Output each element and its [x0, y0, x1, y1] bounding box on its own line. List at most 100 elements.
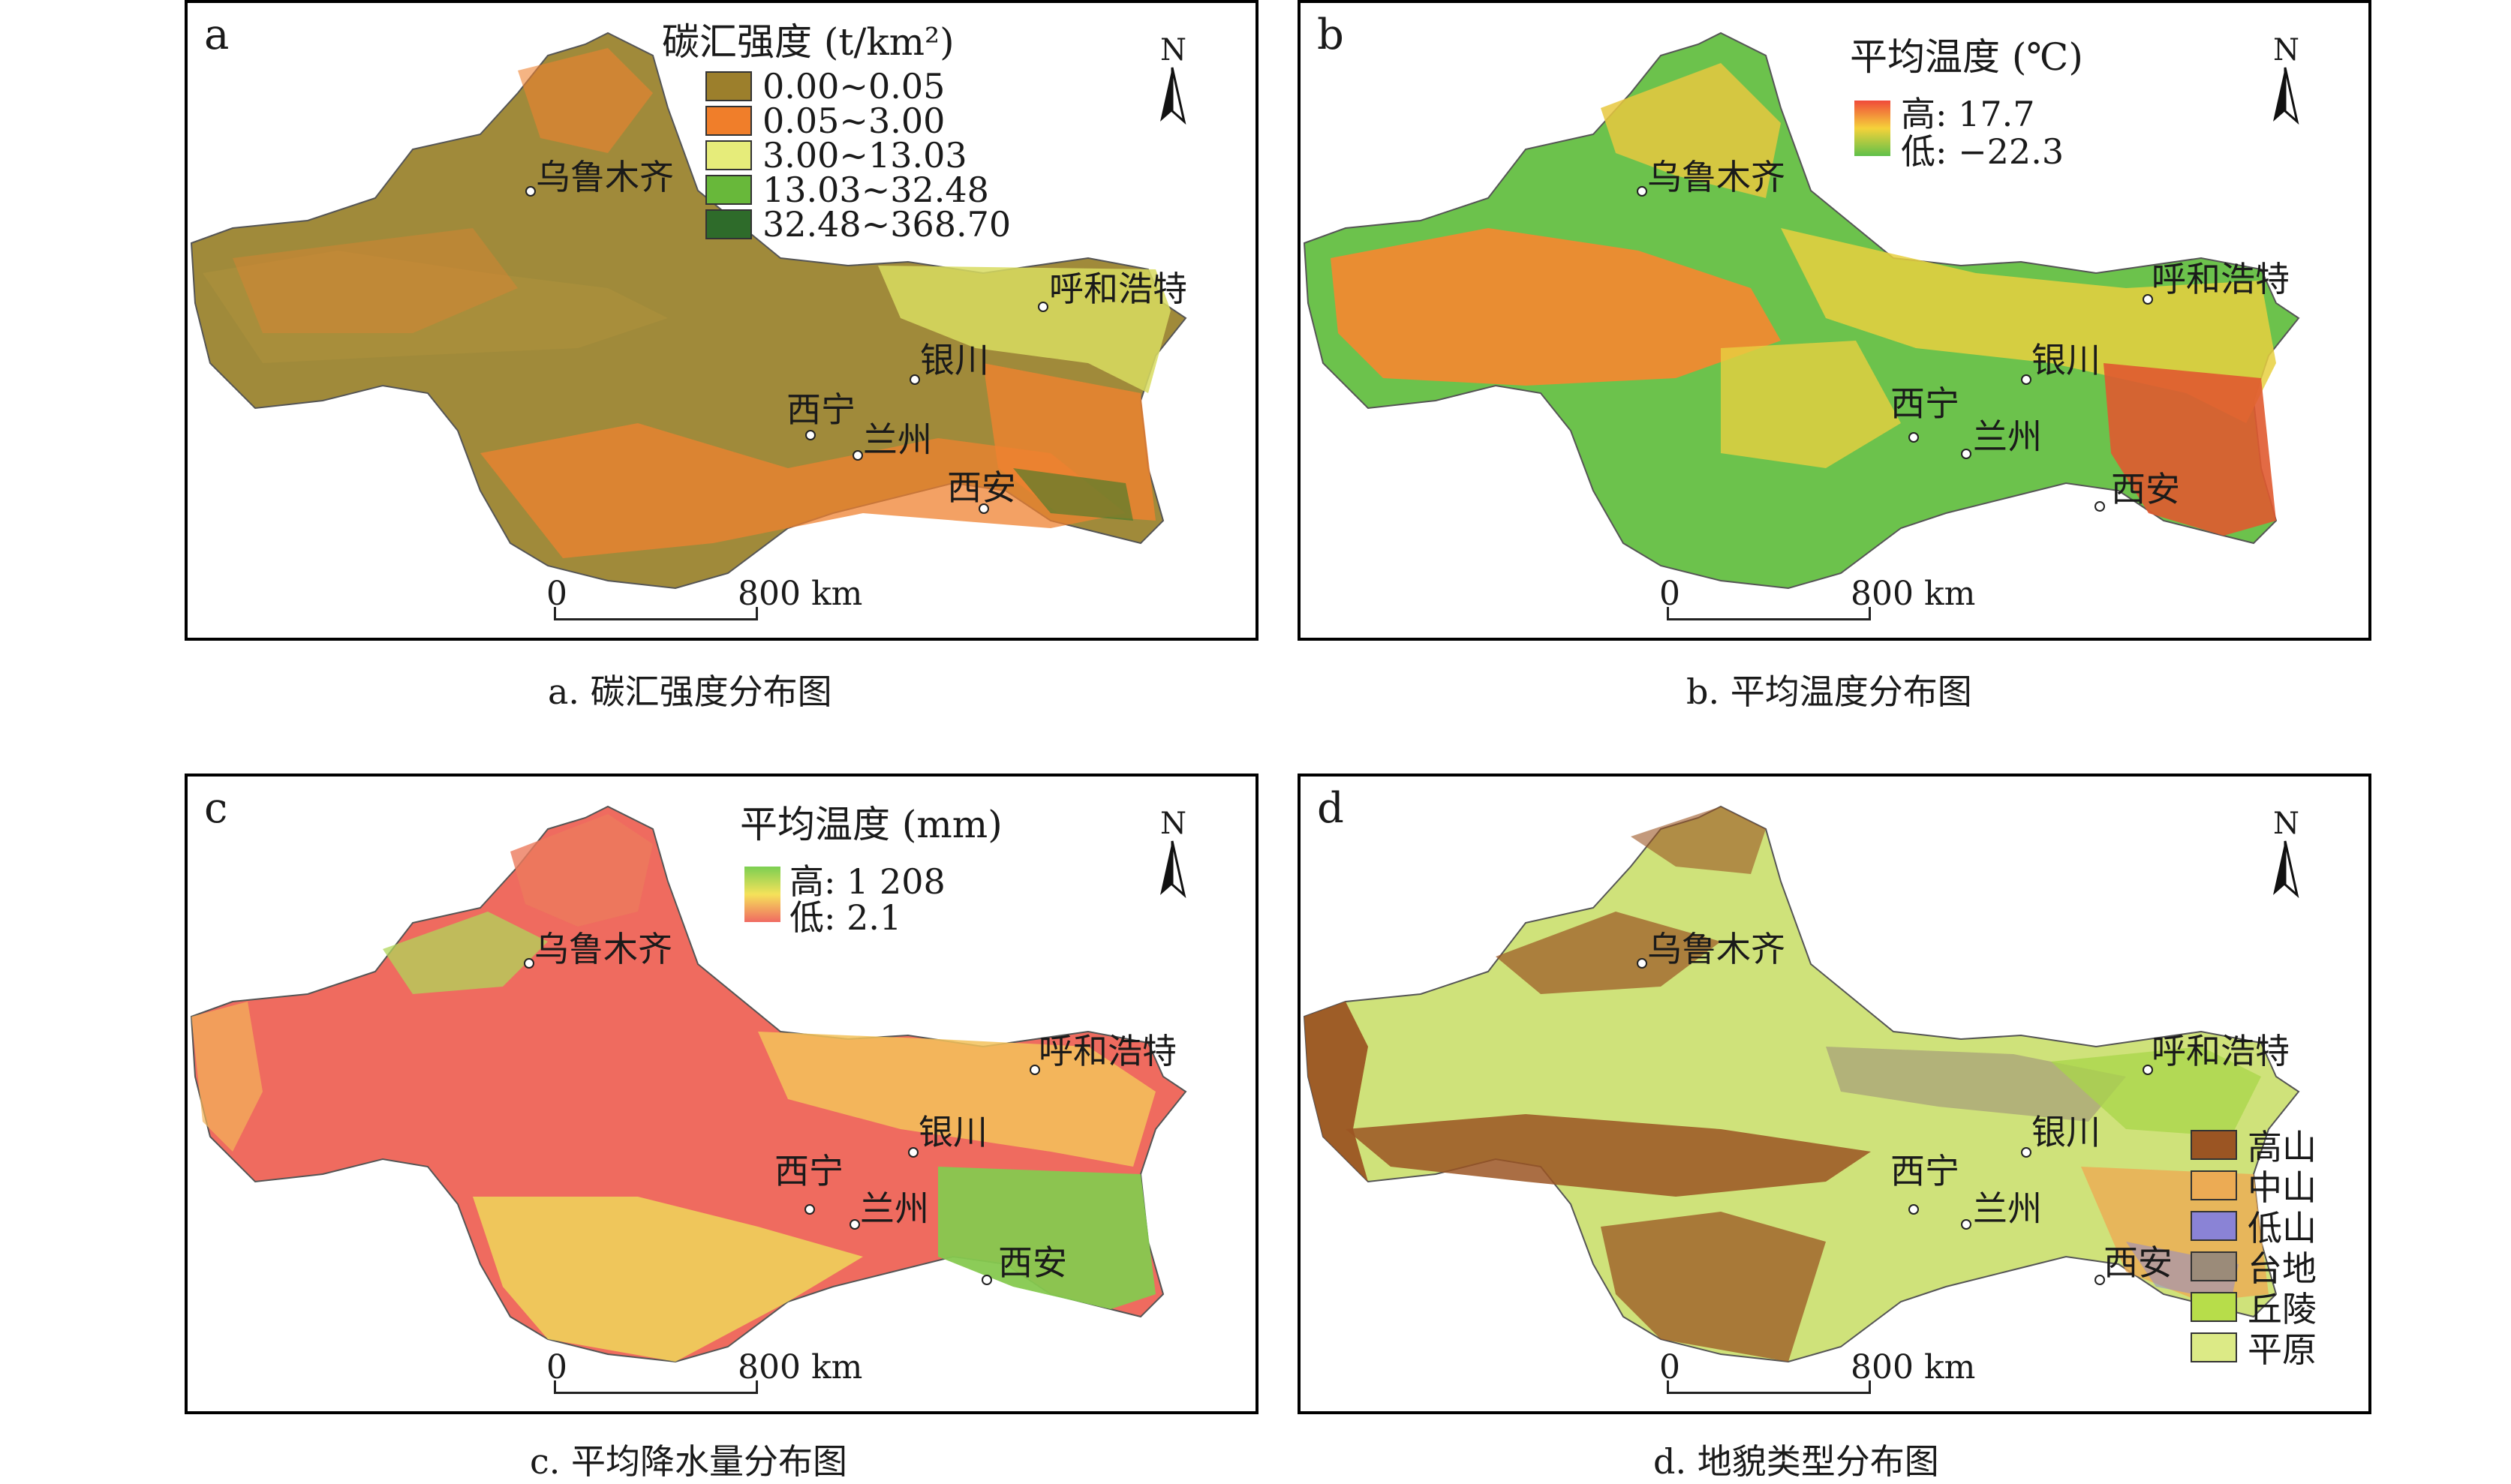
north-arrow: N	[2263, 33, 2308, 131]
city-label-lanzhou: 兰州	[863, 419, 932, 460]
region-shade-d4	[1631, 807, 1766, 874]
city-label-xian: 西安	[947, 467, 1016, 508]
city-marker-lanzhou	[1961, 449, 1971, 459]
legend-swatch	[705, 175, 752, 205]
city-label-lanzhou: 兰州	[1973, 416, 2042, 457]
legend-item: 台地	[2191, 1248, 2317, 1289]
legend-title: 碳汇强度 (t/km²)	[662, 20, 955, 64]
north-arrow-icon	[2273, 840, 2299, 899]
legend-label: 32.48~368.70	[762, 204, 1012, 245]
north-arrow: N	[2263, 807, 2308, 904]
legend-gradient	[744, 867, 780, 922]
scale-distance: 800 km	[738, 1348, 863, 1386]
legend-item: 中山	[2191, 1167, 2317, 1208]
scale-tick	[756, 607, 758, 620]
city-marker-hohhot	[1038, 302, 1048, 312]
city-marker-yinchuan	[910, 374, 920, 385]
region-shade-d6	[1826, 1047, 2126, 1122]
map-a	[190, 32, 1187, 590]
region-shade-a4	[878, 266, 1171, 393]
scale-line	[554, 1392, 758, 1394]
city-label-hohhot: 呼和浩特	[1049, 269, 1187, 309]
city-label-urumqi: 乌鲁木齐	[534, 929, 672, 969]
city-marker-xian	[982, 1275, 992, 1285]
scale-tick	[1869, 1380, 1871, 1394]
scale-line	[1667, 1392, 1871, 1394]
panel-letter: a	[204, 11, 230, 59]
legend-swatch	[705, 209, 752, 239]
scale-bar: 0 800 km	[546, 575, 862, 635]
city-marker-urumqi	[1637, 186, 1647, 197]
legend-swatch	[705, 140, 752, 170]
city-marker-xian	[979, 503, 989, 514]
legend-label: 低山	[2248, 1208, 2317, 1248]
city-label-yinchuan: 银川	[920, 340, 989, 380]
caption-b: b. 平均温度分布图	[1686, 671, 1972, 712]
region-shade-c1	[510, 814, 653, 927]
region-shade-c5	[938, 1167, 1156, 1309]
north-arrow: N	[1150, 807, 1195, 904]
city-label-xining: 西宁	[1890, 383, 1959, 424]
scale-zero: 0	[1659, 575, 1680, 613]
region-shade-a1	[203, 251, 668, 363]
panel-letter: d	[1317, 784, 1344, 833]
legend-item: 13.03~32.48	[705, 170, 989, 210]
city-marker-hohhot	[2143, 1065, 2153, 1075]
city-marker-xining	[1908, 432, 1919, 443]
caption-a: a. 碳汇强度分布图	[548, 671, 832, 712]
city-label-urumqi: 乌鲁木齐	[1647, 157, 1785, 197]
city-marker-urumqi	[524, 958, 534, 969]
legend-low-label: 低: −22.3	[1901, 131, 2064, 172]
legend-swatch	[2191, 1170, 2237, 1200]
scale-zero: 0	[1659, 1348, 1680, 1386]
scale-distance: 800 km	[1851, 1348, 1976, 1386]
city-label-xian: 西安	[2104, 1242, 2173, 1283]
legend-item: 低山	[2191, 1208, 2317, 1248]
region-shade-c4	[758, 1032, 1156, 1167]
region-shade-a2	[233, 228, 518, 333]
north-label: N	[2273, 807, 2299, 841]
city-label-hohhot: 呼和浩特	[2152, 259, 2290, 299]
legend-swatch	[705, 106, 752, 136]
scale-line	[1667, 618, 1871, 620]
city-marker-yinchuan	[2021, 1147, 2031, 1158]
legend-label: 0.00~0.05	[762, 66, 946, 107]
panel-letter: c	[204, 784, 228, 833]
city-label-lanzhou: 兰州	[1973, 1188, 2042, 1229]
legend-label: 0.05~3.00	[762, 101, 946, 141]
legend-high-label: 高: 1 208	[789, 861, 946, 902]
city-marker-lanzhou	[1961, 1219, 1971, 1230]
region-shade-c2	[383, 912, 548, 994]
scale-bar: 0 800 km	[1659, 1348, 1975, 1408]
legend-item: 0.05~3.00	[705, 101, 946, 141]
legend-swatch	[2191, 1211, 2237, 1241]
region-shade-b4	[2104, 363, 2276, 536]
legend-label: 中山	[2248, 1167, 2317, 1208]
city-label-xining: 西宁	[774, 1151, 844, 1191]
region-shade-d5	[1601, 1212, 1826, 1362]
scale-zero: 0	[546, 1348, 567, 1386]
legend-label: 3.00~13.03	[762, 135, 967, 176]
city-marker-lanzhou	[853, 450, 863, 461]
region-shade-c3	[191, 1002, 263, 1152]
legend-low-label: 低: 2.1	[789, 897, 902, 938]
region-shade-a7	[518, 48, 653, 153]
region-shade-c6	[473, 1197, 863, 1362]
legend-label: 高山	[2248, 1127, 2317, 1167]
legend-item: 高山	[2191, 1127, 2317, 1167]
scale-tick	[756, 1380, 758, 1394]
legend-swatch	[2191, 1130, 2237, 1160]
city-label-urumqi: 乌鲁木齐	[1647, 929, 1785, 969]
legend-high-label: 高: 17.7	[1901, 94, 2035, 134]
legend-title: 平均温度 (℃)	[1850, 35, 2083, 79]
legend-label: 13.03~32.48	[762, 170, 989, 210]
region-shade-b5	[1721, 341, 1901, 468]
legend-item: 3.00~13.03	[705, 135, 967, 176]
city-marker-urumqi	[525, 186, 536, 197]
city-label-xining: 西宁	[786, 389, 856, 430]
north-label: N	[1160, 807, 1186, 841]
legend-swatch	[2191, 1292, 2237, 1322]
legend-item: 0.00~0.05	[705, 66, 946, 107]
city-marker-lanzhou	[850, 1219, 860, 1230]
region-shade-a6	[1013, 468, 1133, 521]
